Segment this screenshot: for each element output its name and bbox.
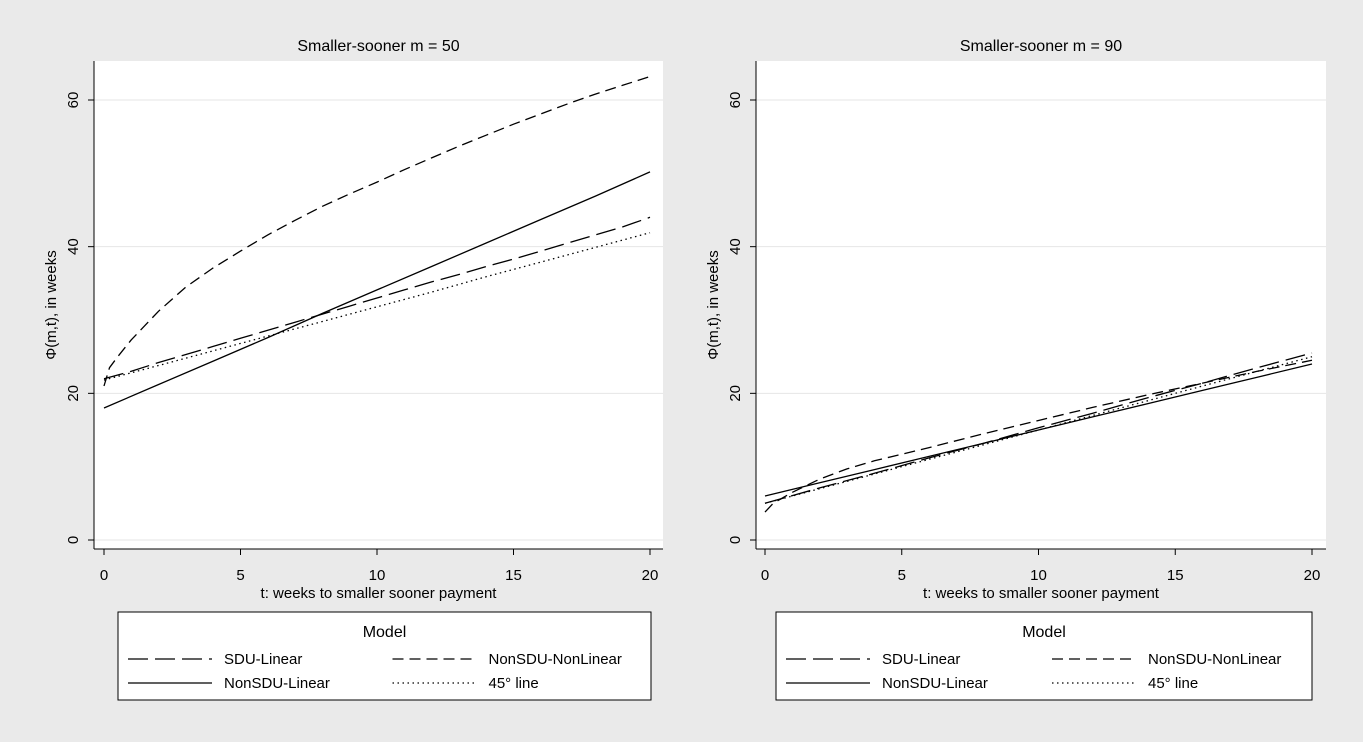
y-axis-label: Φ(m,t), in weeks bbox=[43, 250, 60, 359]
chart-panel-1: 0 20 40 60 0 5 10 15 20 Smaller-sooner m = 50 t: w… bbox=[43, 38, 663, 701]
y-tick-label: 60 bbox=[65, 92, 82, 109]
legend-entry: NonSDU-Linear bbox=[224, 675, 330, 692]
chart-panel-2: 0 20 40 60 0 5 10 15 20 Smaller-sooner m = 90 t: w… bbox=[705, 38, 1326, 701]
legend-entry: 45° line bbox=[1148, 675, 1198, 692]
chart-title: Smaller-sooner m = 90 bbox=[960, 38, 1122, 55]
legend: Model SDU-Linear NonSDU-NonLinear NonSDU-Li… bbox=[775, 611, 1313, 701]
y-tick-label: 0 bbox=[65, 536, 82, 544]
series-line-nonsdu-nonlinear bbox=[764, 359, 1313, 513]
series-line-nonsdu-linear bbox=[764, 363, 1313, 497]
legend-entry: 45° line bbox=[489, 675, 539, 692]
plot-area bbox=[756, 61, 1326, 549]
legend-entry: NonSDU-NonLinear bbox=[489, 651, 622, 668]
legend-title: Model bbox=[363, 624, 407, 641]
x-tick-label: 5 bbox=[898, 567, 906, 584]
y-tick-label: 20 bbox=[65, 385, 82, 402]
x-tick-label: 20 bbox=[642, 567, 659, 584]
chart-title: Smaller-sooner m = 50 bbox=[297, 38, 459, 55]
legend-box bbox=[775, 611, 1313, 701]
x-tick-label: 15 bbox=[505, 567, 522, 584]
x-tick-label: 10 bbox=[369, 567, 386, 584]
x-tick-label: 5 bbox=[236, 567, 244, 584]
x-axis-label: t: weeks to smaller sooner payment bbox=[923, 585, 1160, 602]
series-line-nonsdu-linear bbox=[103, 171, 651, 409]
x-tick-label: 15 bbox=[1167, 567, 1184, 584]
y-tick-label: 40 bbox=[727, 238, 744, 255]
plot-area bbox=[94, 61, 663, 549]
legend-title: Model bbox=[1022, 624, 1066, 641]
y-tick-label: 20 bbox=[727, 385, 744, 402]
x-tick-label: 20 bbox=[1304, 567, 1321, 584]
x-tick-label: 0 bbox=[100, 567, 108, 584]
series-line-sdu-linear bbox=[764, 352, 1313, 504]
series-line-45-line bbox=[103, 232, 651, 381]
x-axis-label: t: weeks to smaller sooner payment bbox=[261, 585, 498, 602]
legend-entry: SDU-Linear bbox=[224, 651, 302, 668]
legend-entry: NonSDU-NonLinear bbox=[1148, 651, 1281, 668]
series-line-nonsdu-nonlinear bbox=[103, 75, 651, 387]
legend: Model SDU-Linear NonSDU-NonLinear NonSDU-Li… bbox=[117, 611, 652, 701]
y-axis-label: Φ(m,t), in weeks bbox=[705, 250, 722, 359]
y-tick-label: 60 bbox=[727, 92, 744, 109]
legend-entry: SDU-Linear bbox=[882, 651, 960, 668]
x-tick-label: 10 bbox=[1030, 567, 1047, 584]
y-tick-label: 40 bbox=[65, 238, 82, 255]
x-tick-label: 0 bbox=[761, 567, 769, 584]
y-tick-label: 0 bbox=[727, 536, 744, 544]
legend-entry: NonSDU-Linear bbox=[882, 675, 988, 692]
legend-box bbox=[117, 611, 652, 701]
series-line-sdu-linear bbox=[103, 216, 651, 380]
